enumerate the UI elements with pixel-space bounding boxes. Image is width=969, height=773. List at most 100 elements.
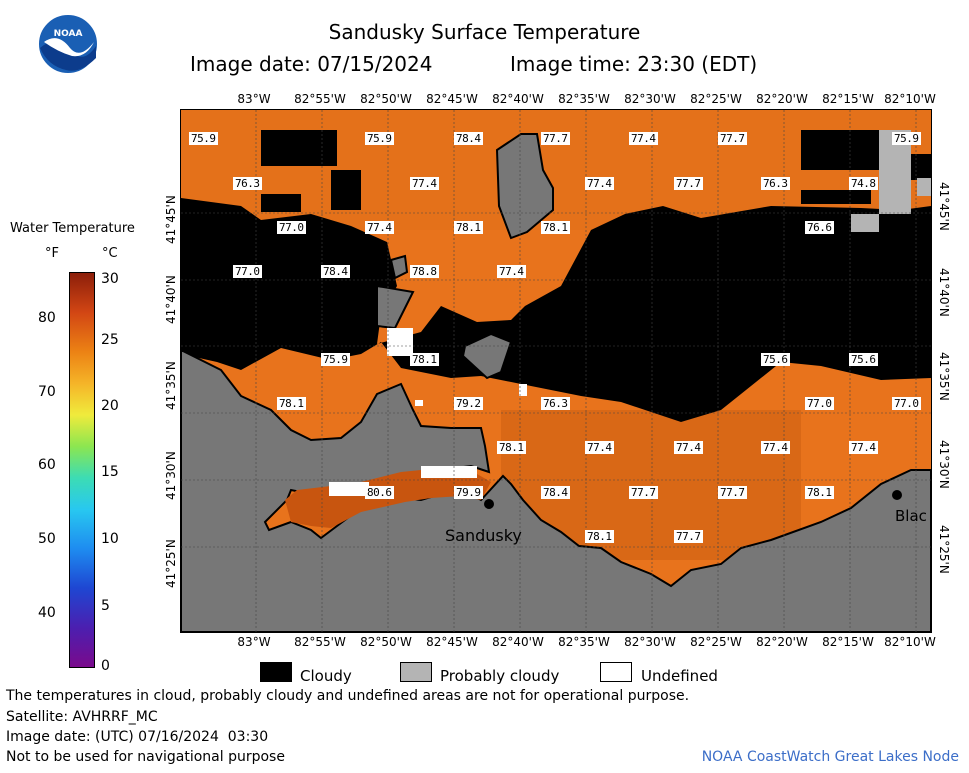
temp-label: 77.4 [410,177,439,190]
lon-label: 82°50'W [360,635,412,649]
temp-label: 79.2 [454,397,483,410]
image-time: Image time: 23:30 (EDT) [510,52,758,76]
temp-label: 74.8 [849,177,878,190]
lon-label: 82°20'W [756,92,808,106]
satellite: Satellite: AVHRRF_MC [6,709,158,725]
temp-label: 80.6 [365,486,394,499]
temp-label: 78.8 [410,265,439,278]
legend-label-undefined: Undefined [641,667,718,685]
f-tick: 60 [38,457,56,473]
f-tick: 40 [38,605,56,621]
lat-label: 41°25'N [937,525,951,574]
colorbar-unit-c: °C [102,246,118,261]
map-canvas [181,110,931,632]
lat-label: 41°45'N [164,195,178,244]
temp-label: 78.4 [321,265,350,278]
undefined-region [329,482,369,496]
lat-label: 41°30'N [164,451,178,500]
temp-label: 78.1 [805,486,834,499]
temperature-map: 75.9 75.9 78.4 77.7 77.4 77.7 75.9 76.3 … [180,109,932,633]
cloud-region [181,198,931,422]
temp-label: 78.4 [541,486,570,499]
temp-label: 76.6 [805,221,834,234]
temp-label: 77.0 [233,265,262,278]
lon-label: 83°W [237,635,271,649]
temp-label: 77.0 [805,397,834,410]
temp-label: 75.9 [892,132,921,145]
lat-label: 41°35'N [937,352,951,401]
lon-label: 82°30'W [624,92,676,106]
temp-label: 77.7 [674,530,703,543]
temp-label: 78.1 [585,530,614,543]
temp-label: 77.4 [849,441,878,454]
cloud-region [911,154,931,180]
temp-label: 77.7 [629,486,658,499]
lon-label: 82°25'W [690,92,742,106]
undefined-region [519,384,527,396]
f-tick: 80 [38,310,56,326]
lon-label: 82°10'W [884,92,936,106]
temp-label: 77.4 [585,441,614,454]
temp-label: 76.3 [761,177,790,190]
temp-label: 77.7 [718,132,747,145]
legend-swatch-cloudy [260,662,292,682]
temp-label: 77.4 [585,177,614,190]
colorbar-unit-f: °F [45,246,59,261]
lon-label: 82°25'W [690,635,742,649]
sandusky-marker [484,499,494,509]
lat-label: 41°40'N [164,275,178,324]
lon-label: 82°45'W [426,92,478,106]
temp-label: 77.0 [892,397,921,410]
temp-label: 76.3 [541,397,570,410]
colorbar-title: Water Temperature [10,221,135,236]
lon-label: 82°30'W [624,635,676,649]
legend-swatch-undefined [600,662,632,682]
temp-label: 79.9 [454,486,483,499]
temp-label: 77.4 [365,221,394,234]
temp-label: 75.6 [761,353,790,366]
colorbar [69,272,95,668]
temp-label: 77.4 [761,441,790,454]
lon-label: 82°20'W [756,635,808,649]
lat-label: 41°40'N [937,268,951,317]
island-south-bass [389,254,409,280]
lon-label: 82°45'W [426,635,478,649]
temp-label: 77.4 [674,441,703,454]
lat-label: 41°25'N [164,539,178,588]
c-tick: 25 [101,332,119,348]
noaa-logo: NOAA [36,12,100,76]
page-title: Sandusky Surface Temperature [328,20,641,44]
c-tick: 20 [101,398,119,414]
temp-label: 77.7 [541,132,570,145]
island-kelleys [495,133,554,240]
lon-label: 82°35'W [558,635,610,649]
place-label-sandusky: Sandusky [445,526,522,545]
temp-label: 78.1 [410,353,439,366]
lon-label: 82°35'W [558,92,610,106]
lon-label: 82°15'W [822,92,874,106]
cloud-region [801,190,871,204]
temp-label: 78.1 [541,221,570,234]
lat-label: 41°45'N [937,182,951,231]
legend-label-probably-cloudy: Probably cloudy [440,667,560,685]
temp-label: 78.1 [497,441,526,454]
lat-label: 41°30'N [937,440,951,489]
cloud-region [801,130,881,170]
lon-label: 82°40'W [492,635,544,649]
lon-label: 83°W [237,92,271,106]
temp-label: 77.7 [718,486,747,499]
utc-date: Image date: (UTC) 07/16/2024 03:30 [6,729,269,745]
c-tick: 15 [101,464,119,480]
cloud-region [297,130,337,166]
lon-label: 82°55'W [294,635,346,649]
lon-label: 82°50'W [360,92,412,106]
undefined-region [387,328,413,356]
c-tick: 30 [101,271,119,287]
temp-label: 78.1 [277,397,306,410]
temp-label: 78.4 [454,132,483,145]
place-label-blac: Blac [895,507,927,525]
legend-swatch-probably-cloudy [400,662,432,682]
lon-label: 82°10'W [884,635,936,649]
f-tick: 70 [38,384,56,400]
temp-label: 75.9 [189,132,218,145]
